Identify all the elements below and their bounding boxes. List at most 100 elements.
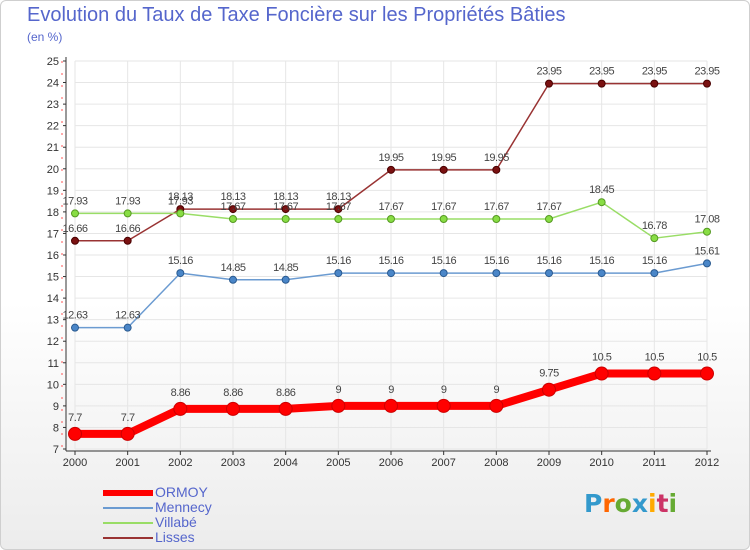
data-point-mennecy: [281, 275, 290, 284]
data-point-ormoy: [542, 382, 556, 397]
legend-label: ORMOY: [155, 484, 208, 500]
data-label-ormoy: 9: [336, 384, 342, 396]
data-label-lisses: 18.13: [220, 191, 245, 203]
data-label-ormoy: 9.75: [539, 368, 559, 380]
data-label-villabe: 17.67: [378, 201, 403, 213]
data-point-ormoy: [226, 401, 240, 416]
legend-swatch: [103, 522, 153, 524]
y-tick-label: 23: [47, 99, 59, 111]
data-point-lisses: [439, 165, 448, 174]
logo-letter: t: [656, 489, 669, 518]
data-point-lisses: [334, 205, 343, 214]
logo-letter: P: [584, 489, 603, 518]
data-point-lisses: [703, 79, 711, 88]
data-point-ormoy: [489, 398, 504, 413]
data-label-villabe: 17.67: [220, 201, 245, 213]
data-label-lisses: 23.95: [694, 66, 719, 78]
y-tick-label: 25: [47, 56, 59, 68]
data-point-lisses: [123, 236, 132, 245]
x-tick-label: 2002: [168, 457, 192, 469]
data-point-mennecy: [334, 269, 343, 278]
data-point-villabe: [71, 209, 79, 218]
data-point-villabe: [492, 215, 501, 224]
y-tick-label: 18: [47, 207, 59, 219]
x-tick-label: 2006: [379, 457, 403, 469]
data-label-villabe: 18.45: [589, 184, 614, 196]
data-label-ormoy: 9: [388, 384, 394, 396]
data-label-mennecy: 15.16: [589, 255, 614, 267]
data-label-mennecy: 14.85: [273, 262, 298, 274]
y-tick-label: 9: [53, 401, 59, 413]
data-label-lisses: 16.66: [62, 223, 87, 235]
data-point-ormoy: [120, 426, 135, 441]
x-tick-label: 2004: [273, 457, 297, 469]
data-point-lisses: [650, 79, 659, 88]
data-point-ormoy: [331, 398, 346, 413]
data-label-ormoy: 8.86: [171, 387, 191, 399]
logo-letter: i: [668, 489, 678, 518]
y-tick-label: 16: [47, 250, 59, 262]
legend-swatch: [103, 537, 153, 539]
x-tick-label: 2012: [695, 457, 719, 469]
data-label-lisses: 18.13: [168, 191, 193, 203]
y-tick-label: 14: [47, 293, 59, 305]
logo-letter: x: [631, 489, 648, 518]
data-point-villabe: [650, 234, 659, 243]
logo-letter: i: [648, 489, 657, 518]
y-tick-label: 7: [53, 444, 59, 456]
y-tick-label: 17: [47, 228, 59, 240]
data-label-ormoy: 8.86: [276, 387, 296, 399]
data-point-lisses: [545, 79, 553, 88]
data-label-mennecy: 15.16: [484, 255, 509, 267]
data-point-ormoy: [647, 366, 662, 381]
x-tick-label: 2008: [484, 457, 508, 469]
x-tick-label: 2007: [431, 457, 455, 469]
y-tick-label: 22: [47, 121, 59, 133]
data-label-mennecy: 15.61: [694, 245, 719, 257]
data-label-villabe: 16.78: [642, 220, 667, 232]
chart-title: Evolution du Taux de Taxe Foncière sur l…: [27, 4, 566, 26]
data-point-lisses: [229, 205, 237, 214]
legend-label: Mennecy: [155, 499, 212, 515]
data-label-mennecy: 12.63: [62, 310, 87, 322]
data-label-villabe: 17.67: [273, 201, 298, 213]
x-tick-label: 2003: [221, 457, 245, 469]
data-label-lisses: 19.95: [431, 152, 456, 164]
x-tick-label: 2009: [537, 457, 561, 469]
y-tick-label: 13: [47, 315, 59, 327]
data-label-ormoy: 10.5: [592, 352, 612, 364]
data-point-lisses: [597, 79, 606, 88]
y-tick-label: 11: [48, 358, 59, 370]
data-label-villabe: 17.08: [694, 214, 719, 226]
data-point-mennecy: [545, 269, 553, 278]
chart-unit-label: (en %): [27, 30, 63, 44]
data-point-mennecy: [597, 269, 606, 278]
data-point-ormoy: [384, 398, 398, 413]
x-tick-label: 2010: [589, 457, 613, 469]
data-label-lisses: 18.13: [273, 191, 298, 203]
data-label-mennecy: 15.16: [326, 255, 351, 267]
y-tick-label: 12: [47, 336, 59, 348]
data-point-mennecy: [71, 323, 79, 332]
data-label-mennecy: 15.16: [378, 255, 403, 267]
data-label-villabe: 17.67: [326, 201, 351, 213]
x-tick-label: 2000: [63, 457, 87, 469]
data-label-ormoy: 10.5: [697, 352, 717, 364]
data-label-lisses: 19.95: [378, 152, 403, 164]
data-point-villabe: [281, 215, 290, 224]
logo-letter: r: [602, 489, 615, 518]
data-point-mennecy: [492, 269, 501, 278]
data-point-ormoy: [594, 366, 609, 381]
data-point-lisses: [387, 165, 395, 174]
x-tick-label: 2001: [115, 457, 139, 469]
data-label-mennecy: 15.16: [642, 255, 667, 267]
data-point-mennecy: [439, 269, 448, 278]
data-point-villabe: [334, 215, 343, 224]
data-label-ormoy: 7.7: [68, 412, 82, 424]
data-label-ormoy: 8.86: [223, 387, 243, 399]
data-point-villabe: [597, 198, 606, 207]
data-point-villabe: [387, 215, 395, 224]
data-point-mennecy: [703, 259, 711, 268]
